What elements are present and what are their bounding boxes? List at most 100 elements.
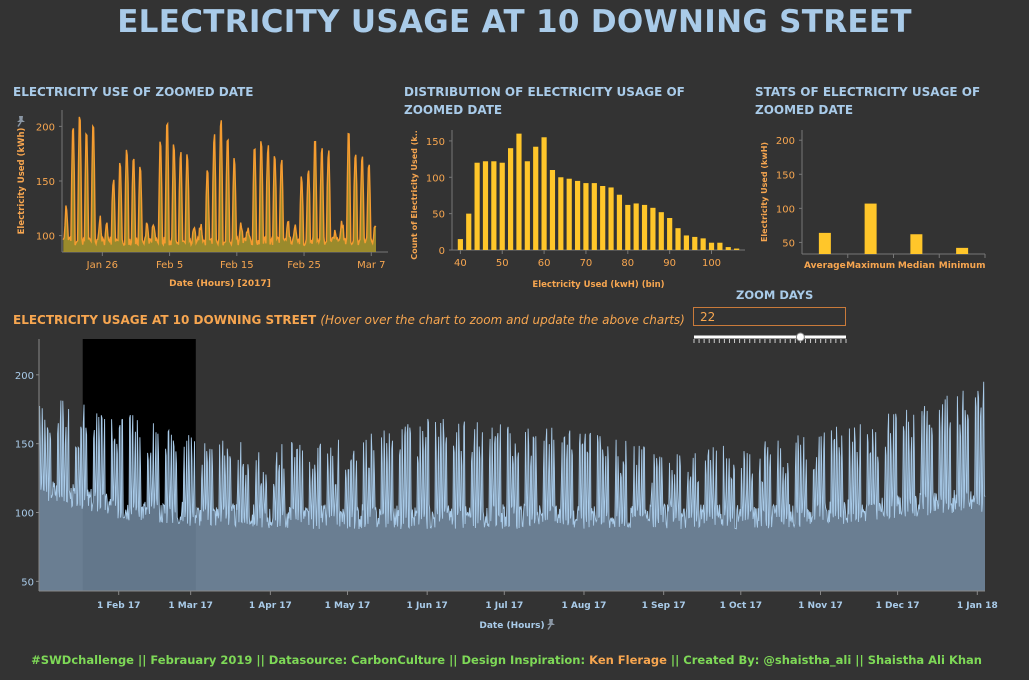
x-tick-label: 1 Jan 18 [957, 601, 998, 611]
x-tick-label: Jan 26 [86, 260, 118, 271]
x-tick-label: 1 Dec 17 [876, 601, 920, 611]
histogram-bar [474, 162, 480, 250]
footer-credits: #SWDchallenge || Febrauary 2019 || Datas… [31, 653, 982, 667]
main-title-text: ELECTRICITY USAGE AT 10 DOWNING STREET [13, 313, 317, 327]
slider-handle [795, 332, 805, 342]
x-tick-label: 1 Apr 17 [249, 601, 292, 611]
y-tick-label: 150 [15, 440, 34, 451]
x-tick-label: Maximum [846, 261, 895, 271]
x-tick-label: Feb 5 [156, 260, 183, 271]
histogram-bar [608, 187, 614, 250]
histogram-bar [625, 204, 631, 250]
distribution-title: DISTRIBUTION OF ELECTRICITY USAGE OF ZOO… [404, 85, 685, 117]
histogram-bar [466, 213, 472, 250]
histogram-bar [667, 218, 673, 250]
stat-bar [818, 232, 831, 254]
y-tick-label: 150 [36, 177, 55, 188]
footer-part2: || Created By: @shaistha_ali || Shaistha… [670, 653, 982, 667]
stats-chart[interactable]: 50 100 150 200 Average Maximum Median Minimum El… [750, 120, 995, 280]
y-tick-label: 50 [782, 238, 795, 249]
histogram-bar [533, 146, 539, 250]
x-tick-label: 1 Jul 17 [485, 601, 523, 611]
x-tick-label: 1 Feb 17 [97, 601, 140, 611]
y-tick-label: 50 [432, 210, 445, 221]
x-tick-label: Average [804, 261, 846, 271]
pin-icon[interactable] [15, 115, 27, 127]
page-title: ELECTRICITY USAGE AT 10 DOWNING STREET [117, 4, 912, 40]
histogram-bar [566, 178, 572, 250]
y-tick-label: 0 [439, 246, 445, 257]
histogram-bar [683, 235, 689, 250]
histogram-bar [600, 186, 606, 250]
histogram-bar [641, 204, 648, 250]
y-tick-label: 200 [15, 371, 34, 382]
x-tick-label: 1 Oct 17 [720, 601, 762, 611]
histogram-bar [457, 239, 463, 250]
x-tick-label: Feb 25 [287, 260, 321, 271]
y-tick-label: 100 [15, 509, 34, 520]
x-tick-label: 60 [538, 258, 551, 269]
histogram-bar [700, 238, 706, 250]
footer-part1: #SWDchallenge || Febrauary 2019 || Datas… [31, 653, 586, 667]
histogram-bar [524, 161, 530, 250]
x-axis-title: Date (Hours) [2017] [169, 279, 271, 289]
histogram-bar [692, 236, 698, 250]
usage-area [39, 381, 985, 591]
zoom-days-label: ZOOM DAYS [736, 288, 814, 302]
usage-line [38, 381, 986, 530]
main-hint-text: (Hover over the chart to zoom and update… [320, 313, 685, 327]
histogram-bar [574, 180, 581, 250]
x-axis-title: Date (Hours) [479, 621, 544, 631]
histogram-bar [499, 162, 505, 250]
stat-bar [956, 247, 969, 254]
zoomed-use-title: ELECTRICITY USE OF ZOOMED DATE [13, 85, 254, 99]
histogram-bar [508, 148, 514, 250]
stat-bar [864, 203, 877, 254]
footer-inspiration-link[interactable]: Ken Flerage [589, 653, 667, 667]
histogram-bar [658, 212, 664, 250]
histogram-bar [591, 183, 597, 250]
y-axis-title: Electricity Used (kwH) [760, 142, 769, 242]
y-tick-label: 100 [776, 204, 795, 215]
histogram-bar [558, 177, 564, 250]
histogram-bar [725, 247, 731, 250]
zoomed-area-chart[interactable]: 100 150 200 Jan 26 Feb 5 Feb 15 Feb 25 Mar 7 Dat… [0, 105, 400, 295]
histogram-bar [541, 137, 547, 250]
x-tick-label: 40 [454, 258, 467, 269]
histogram-bar [734, 248, 740, 250]
histogram-bar [482, 161, 489, 250]
x-tick-label: 90 [663, 258, 676, 269]
x-tick-label: 80 [621, 258, 634, 269]
y-tick-label: 200 [776, 136, 795, 147]
x-tick-label: Minimum [939, 261, 986, 271]
main-chart-title: ELECTRICITY USAGE AT 10 DOWNING STREET (… [13, 313, 685, 327]
y-axis-title: Count of Electricity Used (k.. [410, 130, 419, 260]
x-tick-label: 1 Nov 17 [798, 601, 843, 611]
x-tick-label: Mar 7 [357, 260, 385, 271]
histogram-bar [650, 207, 656, 250]
y-tick-label: 100 [36, 232, 55, 243]
histogram-bar [633, 203, 639, 250]
x-tick-label: 70 [580, 258, 593, 269]
x-tick-label: 1 Sep 17 [642, 601, 686, 611]
y-tick-label: 150 [426, 137, 445, 148]
main-usage-chart[interactable]: 50 100 150 200 1 Feb 17 1 Mar 17 1 Apr 17 1 May… [0, 335, 1000, 635]
stats-title: STATS OF ELECTRICITY USAGE OF ZOOMED DAT… [755, 85, 981, 117]
histogram-bar [491, 161, 497, 250]
histogram-bar [583, 183, 589, 250]
y-axis-title: Electricity Used (kWh) [17, 127, 27, 234]
x-tick-label: Median [898, 261, 935, 271]
histogram-bar [616, 194, 623, 250]
distribution-chart[interactable]: 0 50 100 150 40 50 60 70 80 90 100 Electricity Used… [400, 120, 750, 295]
y-tick-label: 100 [426, 173, 445, 184]
y-tick-label: 50 [21, 577, 34, 588]
histogram-bar [717, 242, 723, 250]
zoom-days-slider[interactable] [692, 332, 848, 346]
zoom-days-input[interactable]: 22 [693, 307, 846, 326]
x-tick-label: 1 Jun 17 [407, 601, 448, 611]
histogram-bar [549, 170, 556, 250]
x-tick-label: 1 Aug 17 [562, 601, 607, 611]
pin-icon[interactable] [547, 619, 555, 630]
x-tick-label: 1 Mar 17 [168, 601, 213, 611]
x-tick-label: Feb 15 [220, 260, 254, 271]
